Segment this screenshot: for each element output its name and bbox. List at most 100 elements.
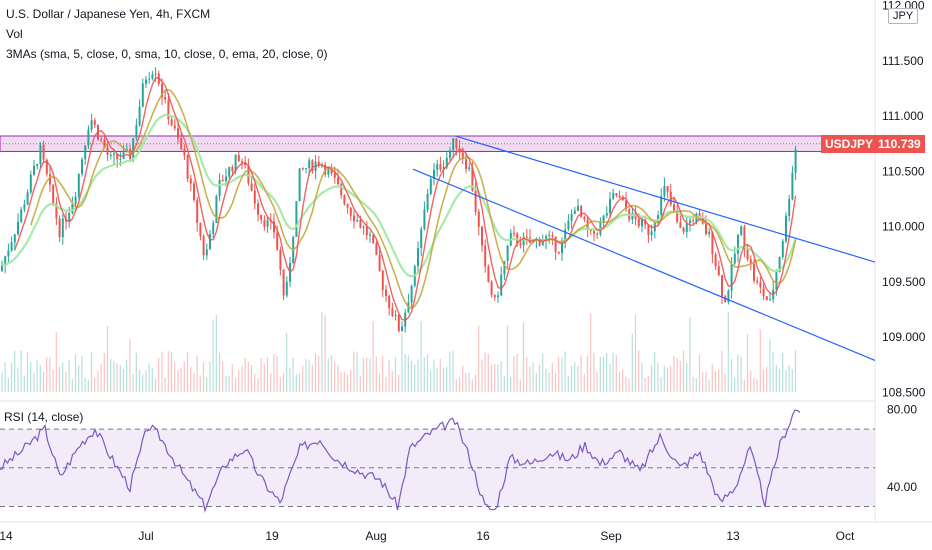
candle-body (49, 174, 51, 185)
volume-bar (276, 356, 278, 392)
volume-legend: Vol (6, 27, 23, 41)
volume-bar (318, 356, 320, 392)
candle-body (263, 219, 266, 227)
candle-body (253, 190, 256, 204)
candle-body (484, 245, 487, 267)
candle-body (359, 219, 362, 228)
volume-bar (113, 360, 115, 392)
volume-bar (775, 364, 777, 392)
candle-body (29, 174, 32, 193)
volume-bar (340, 372, 342, 392)
candle-body (394, 314, 397, 316)
candle-body (301, 168, 304, 170)
candle-body (391, 308, 394, 316)
candle-body (420, 228, 423, 249)
volume-bar (49, 357, 51, 392)
candle-body (577, 205, 579, 211)
candle-body (356, 219, 359, 222)
candle-body (397, 314, 400, 332)
volume-bar (506, 325, 509, 392)
volume-bar (286, 332, 288, 392)
candle-body (250, 183, 253, 191)
candle-body (42, 144, 45, 160)
volume-bar (394, 357, 397, 392)
volume-bar (702, 372, 704, 392)
candle-body (282, 269, 285, 296)
volume-bar (263, 363, 265, 392)
volume-bar (574, 362, 576, 392)
volume-bar (417, 359, 419, 392)
candle-body (439, 164, 442, 170)
volume-bar (673, 355, 675, 392)
channel-upper-line (454, 135, 876, 263)
candle-body (33, 165, 35, 175)
volume-bar (353, 351, 355, 392)
volume-bar (430, 371, 432, 392)
candle-body (621, 197, 624, 201)
candle-body (109, 154, 112, 156)
rsi-legend: RSI (14, close) (4, 410, 84, 424)
volume-bar (721, 350, 723, 392)
volume-bar (302, 365, 304, 392)
candle-body (445, 157, 448, 168)
time-tick-label: 19 (265, 529, 279, 543)
volume-bar (788, 364, 790, 392)
volume-bar (84, 377, 86, 392)
volume-bar (782, 352, 784, 392)
candle-body (93, 120, 96, 125)
volume-bar (468, 372, 470, 392)
volume-bar (737, 354, 739, 392)
candle-body (753, 263, 755, 281)
candle-body (173, 125, 176, 129)
candle-body (717, 266, 720, 276)
volume-bar (359, 376, 361, 392)
volume-bar (654, 352, 656, 392)
candle-body (500, 274, 503, 296)
volume-bar (266, 357, 269, 392)
candle-body (506, 245, 509, 262)
volume-bar (135, 352, 137, 392)
resistance-zone (0, 135, 876, 152)
volume-bar (727, 311, 729, 392)
candle-body (705, 223, 707, 235)
volume-bar (500, 361, 502, 392)
volume-bar (298, 373, 301, 392)
candle-body (340, 184, 343, 196)
candle-body (189, 178, 192, 184)
volume-bar (164, 377, 166, 392)
candle-body (769, 299, 771, 301)
currency-badge[interactable]: JPY (888, 8, 919, 24)
volume-bar (650, 365, 653, 392)
volume-bar (631, 333, 633, 392)
candle-body (724, 296, 727, 303)
candle-body (791, 172, 794, 200)
candle-body (567, 220, 570, 230)
rsi-band (0, 429, 875, 507)
candle-body (372, 234, 375, 244)
volume-bar (295, 374, 297, 392)
candle-body (205, 249, 208, 256)
volume-bar (730, 359, 733, 392)
candle-body (362, 226, 365, 228)
volume-bar (158, 358, 160, 392)
volume-bar (39, 365, 41, 392)
candle-body (554, 236, 557, 252)
candle-body (276, 232, 279, 250)
volume-bar (186, 352, 189, 392)
candle-body (708, 231, 711, 235)
volume-bar (401, 333, 403, 392)
volume-bar (324, 315, 326, 392)
candle-body (698, 213, 701, 218)
volume-bar (449, 351, 451, 392)
volume-bar (423, 357, 425, 392)
candle-body (522, 236, 525, 246)
volume-bar (602, 356, 605, 392)
candle-body (228, 166, 231, 177)
volume-bar (4, 362, 6, 392)
volume-bar (206, 377, 208, 392)
channel-lower-line (412, 168, 876, 361)
candle-body (564, 229, 567, 241)
candle-body (625, 200, 627, 210)
candle-body (116, 153, 119, 160)
